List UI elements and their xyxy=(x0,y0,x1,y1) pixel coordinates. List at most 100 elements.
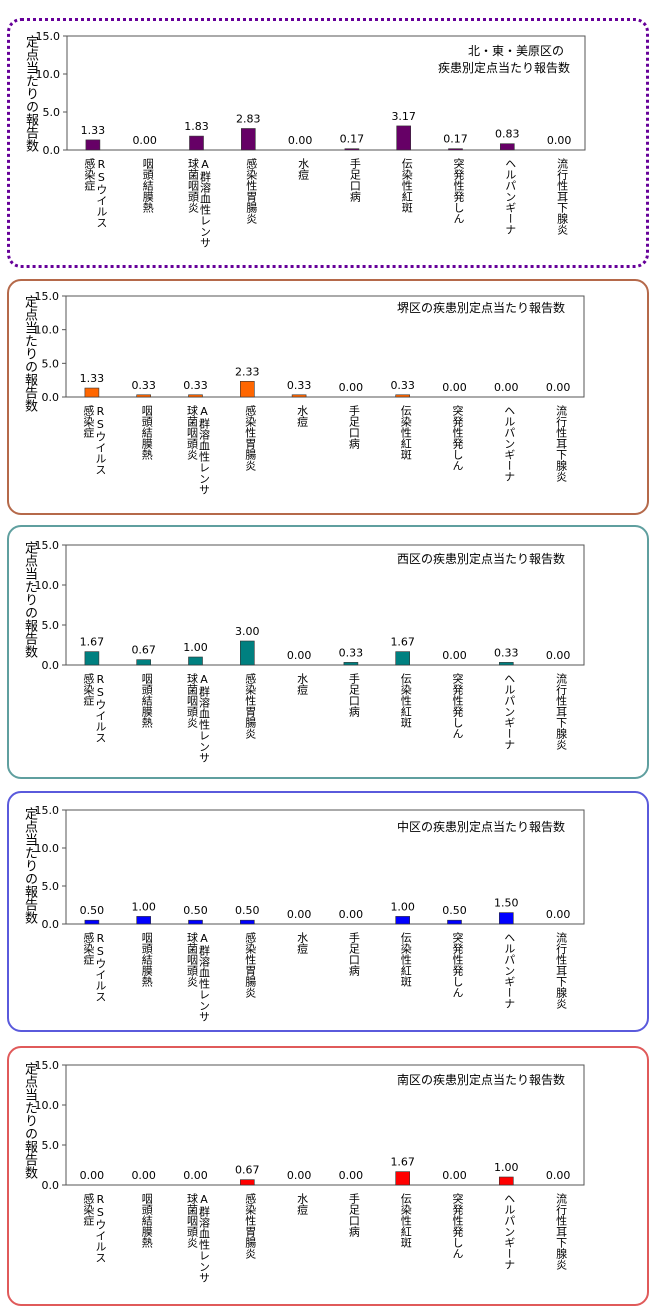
category-label-line: RSウイルス xyxy=(93,405,107,475)
category-label: 流行性耳下腺炎 xyxy=(555,1193,568,1270)
data-label: 0.00 xyxy=(287,649,312,662)
category-label-line: 感染症 xyxy=(81,405,95,438)
data-label: 0.00 xyxy=(546,1169,571,1182)
category-label: 手足口病 xyxy=(347,673,360,717)
category-label-line: ヘルパンギーナ xyxy=(502,932,516,1009)
bar xyxy=(395,651,411,666)
plot-area xyxy=(65,295,585,398)
category-label: ヘルパンギーナ xyxy=(504,158,517,235)
data-label: 0.50 xyxy=(80,904,105,917)
data-label: 0.33 xyxy=(287,379,312,392)
category-label-line: RSウイルス xyxy=(93,673,107,743)
category-label-line: 咽頭結膜熱 xyxy=(140,405,154,460)
bar xyxy=(395,1171,411,1186)
y-tick-label: 15.0 xyxy=(35,804,60,817)
data-label: 0.33 xyxy=(131,379,156,392)
category-label: 突発性発しん xyxy=(451,405,464,471)
chart-panel-sakai: 定点当たりの報告数 0.0 5.0 10.0 15.0 1.33 0.33 0.33 2.33… xyxy=(7,279,649,515)
data-label: 0.00 xyxy=(131,1169,156,1182)
category-label: A群溶血性レンサ 球菌咽頭炎 xyxy=(186,673,211,763)
category-label: 手足口病 xyxy=(348,158,361,202)
data-label: 0.00 xyxy=(80,1169,105,1182)
data-label: 0.67 xyxy=(235,1164,260,1177)
y-tick-label: 15.0 xyxy=(35,1059,60,1072)
category-label: 伝染性紅斑 xyxy=(399,673,412,728)
bar xyxy=(136,916,151,925)
y-tick-label: 0.0 xyxy=(42,391,60,404)
data-label: 0.17 xyxy=(443,133,468,146)
y-tick-label: 5.0 xyxy=(42,619,60,632)
category-label-line: 感染性胃腸炎 xyxy=(243,932,257,998)
category-label-line: 水痘 xyxy=(295,932,309,954)
data-label: 0.33 xyxy=(339,646,364,659)
category-label-line: 水痘 xyxy=(295,1193,309,1215)
data-label: 1.00 xyxy=(183,641,208,654)
plot-area xyxy=(66,35,586,151)
category-label: 咽頭結膜熱 xyxy=(140,1193,153,1248)
data-label: 1.67 xyxy=(80,636,105,649)
category-label: 水痘 xyxy=(296,158,310,180)
category-label: 水痘 xyxy=(295,1193,309,1215)
category-label-line: 手足口病 xyxy=(347,932,361,976)
bar xyxy=(498,1176,514,1186)
data-label: 1.33 xyxy=(80,372,105,385)
category-label-line: A群溶血性レンサ xyxy=(197,405,211,495)
category-label: 突発性発しん xyxy=(451,1193,464,1259)
y-tick-label: 0.0 xyxy=(43,144,61,157)
bar xyxy=(188,656,203,666)
category-label-line: 突発性発しん xyxy=(451,405,464,471)
data-label: 0.00 xyxy=(442,649,467,662)
category-label: 突発性発しん xyxy=(451,932,464,998)
bar xyxy=(240,919,255,925)
category-label: ヘルパンギーナ xyxy=(502,673,516,750)
category-label: 水痘 xyxy=(295,932,309,954)
category-label-line: 流行性耳下腺炎 xyxy=(554,405,568,482)
bar xyxy=(85,139,101,151)
y-tick-label: 0.0 xyxy=(42,659,60,672)
category-label-line: ヘルパンギーナ xyxy=(502,673,516,750)
category-label-line: A群溶血性レンサ xyxy=(197,932,211,1022)
data-label: 0.00 xyxy=(442,381,467,394)
data-label: 0.17 xyxy=(340,133,365,146)
bar-chart: 0.0 5.0 10.0 15.0 1.67 0.67 1.00 3.00 0.00 0.33 1.… xyxy=(35,539,585,672)
category-label-line: 感染症 xyxy=(82,158,96,191)
data-label: 0.33 xyxy=(494,646,519,659)
bar xyxy=(240,640,255,666)
data-label: 1.83 xyxy=(184,120,209,133)
category-label-line: 水痘 xyxy=(296,158,310,180)
category-label-line: 感染症 xyxy=(81,932,95,965)
category-label-line: 感染性胃腸炎 xyxy=(243,1193,257,1259)
chart-panel-kita-higashi-mihara: 定点当たりの報告数 0.0 5.0 10.0 15.0 1.33 0.00 1.83 2.83… xyxy=(7,18,649,268)
data-label: 0.00 xyxy=(183,1169,208,1182)
category-label: A群溶血性レンサ 球菌咽頭炎 xyxy=(186,932,211,1022)
category-label: RSウイルス 感染症 xyxy=(81,405,107,475)
bar xyxy=(343,662,359,666)
category-label-line: A群溶血性レンサ xyxy=(197,673,211,763)
bar xyxy=(448,148,463,151)
plot-area xyxy=(65,809,585,925)
category-label: ヘルパンギーナ xyxy=(503,405,516,482)
category-label-line: 伝染性紅斑 xyxy=(399,932,413,987)
data-label: 0.00 xyxy=(132,134,157,147)
category-label-line: 突発性発しん xyxy=(451,1193,464,1259)
chart-panel-nishi: 定点当たりの報告数 0.0 5.0 10.0 15.0 1.67 0.67 1.00 3.00… xyxy=(7,525,649,779)
data-label: 0.00 xyxy=(287,1169,312,1182)
data-label: 0.50 xyxy=(183,904,208,917)
y-tick-label: 5.0 xyxy=(43,106,61,119)
category-label-line: 流行性耳下腺炎 xyxy=(555,158,569,235)
data-label: 0.50 xyxy=(235,904,260,917)
category-label: 感染性胃腸炎 xyxy=(244,405,257,471)
y-tick-label: 10.0 xyxy=(36,68,61,81)
chart-title: 西区の疾患別定点当たり報告数 xyxy=(397,551,565,568)
data-label: 0.33 xyxy=(390,379,415,392)
data-label: 2.33 xyxy=(235,365,260,378)
category-label: 手足口病 xyxy=(347,1193,360,1237)
data-label: 1.00 xyxy=(131,900,156,913)
bar xyxy=(84,919,100,925)
bar xyxy=(240,1179,255,1186)
category-label-line: 咽頭結膜熱 xyxy=(141,158,155,213)
chart-title-line: 西区の疾患別定点当たり報告数 xyxy=(396,552,565,566)
data-label: 1.67 xyxy=(390,1156,415,1169)
category-label-line: 伝染性紅斑 xyxy=(399,405,413,460)
y-tick-label: 15.0 xyxy=(35,290,60,303)
